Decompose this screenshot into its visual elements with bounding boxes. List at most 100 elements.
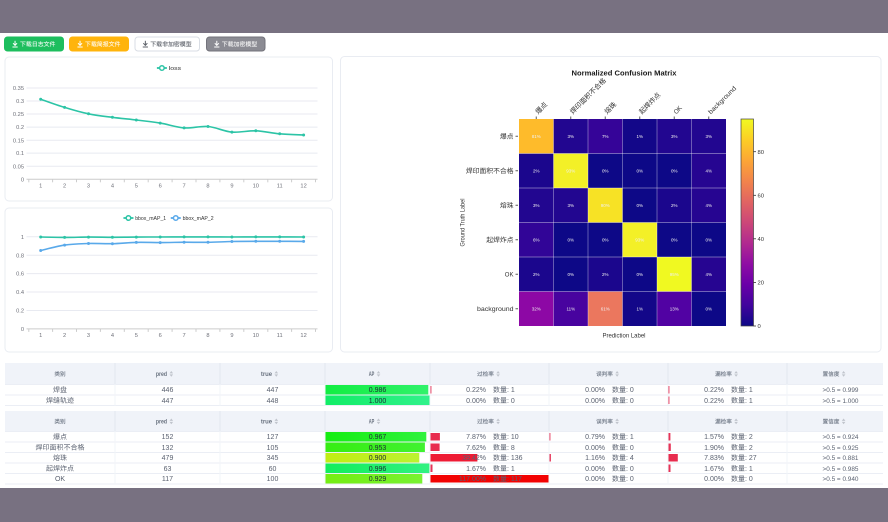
svg-text:>0.5 = 0.940: >0.5 = 0.940	[823, 476, 859, 483]
svg-text:4: 4	[111, 184, 114, 190]
svg-text:1%: 1%	[637, 306, 644, 311]
svg-text:100: 100	[267, 476, 279, 483]
svg-text:0.986: 0.986	[369, 387, 387, 394]
svg-text:6: 6	[159, 333, 162, 339]
svg-text:127: 127	[267, 434, 279, 441]
svg-text:9: 9	[230, 184, 233, 190]
svg-text:0.22%: 0.22%	[466, 387, 486, 394]
svg-text:7.83%: 7.83%	[704, 455, 724, 462]
svg-text:: 0: : 0	[745, 476, 753, 483]
svg-text:pred: pred	[156, 419, 167, 425]
svg-text:0.6: 0.6	[16, 272, 24, 278]
svg-text:: 0: : 0	[626, 476, 634, 483]
svg-text:1.67%: 1.67%	[704, 466, 724, 473]
svg-text:0%: 0%	[568, 237, 575, 242]
svg-text:: 1: : 1	[507, 387, 515, 394]
svg-text:>0.5 = 1.000: >0.5 = 1.000	[823, 398, 859, 405]
svg-text:6: 6	[159, 184, 162, 190]
svg-text:pred: pred	[156, 372, 167, 378]
svg-text:: 4: : 4	[626, 455, 634, 462]
svg-text:2%: 2%	[533, 168, 540, 173]
svg-text:0.953: 0.953	[369, 445, 387, 452]
svg-text:Prediction Label: Prediction Label	[603, 333, 646, 340]
svg-text:63: 63	[164, 466, 172, 473]
svg-text:0.22%: 0.22%	[704, 398, 724, 405]
svg-text:2%: 2%	[671, 203, 678, 208]
svg-text:0: 0	[758, 324, 761, 330]
svg-text:7: 7	[183, 184, 186, 190]
svg-text:0.3: 0.3	[16, 99, 24, 105]
svg-text:1.16%: 1.16%	[585, 455, 605, 462]
svg-text:OK: OK	[505, 272, 514, 279]
svg-text:0%: 0%	[706, 306, 713, 311]
svg-text:: 0: : 0	[626, 398, 634, 405]
svg-text:1: 1	[39, 184, 42, 190]
svg-text:0.05: 0.05	[13, 164, 24, 170]
svg-text:0.00%: 0.00%	[585, 466, 605, 473]
svg-text:80: 80	[758, 150, 764, 156]
svg-text:448: 448	[267, 398, 279, 405]
svg-text:bbox_mAP_2: bbox_mAP_2	[183, 216, 214, 222]
svg-text:2: 2	[63, 333, 66, 339]
svg-text:3%: 3%	[568, 134, 575, 139]
svg-text:0.900: 0.900	[369, 455, 387, 462]
svg-text:: 2: : 2	[745, 434, 753, 441]
svg-text:1.57%: 1.57%	[704, 434, 724, 441]
svg-text:1: 1	[21, 235, 24, 241]
svg-text:447: 447	[267, 387, 279, 394]
svg-text:AP: AP	[369, 419, 375, 425]
svg-text:2%: 2%	[533, 272, 540, 277]
svg-text:0.2: 0.2	[16, 125, 24, 131]
svg-text:: 136: : 136	[507, 455, 523, 462]
svg-text:Ground Truth Label: Ground Truth Label	[460, 199, 467, 247]
svg-text:0.00%: 0.00%	[585, 398, 605, 405]
svg-text:0: 0	[21, 327, 24, 333]
svg-text:loss: loss	[169, 66, 182, 72]
svg-text:OK: OK	[673, 104, 685, 116]
svg-text:0.2: 0.2	[16, 309, 24, 315]
svg-text:93%: 93%	[566, 168, 575, 173]
svg-text:3: 3	[87, 184, 90, 190]
svg-text:0%: 0%	[602, 237, 609, 242]
svg-text:10: 10	[253, 333, 259, 339]
svg-text:479: 479	[162, 455, 174, 462]
svg-text:12: 12	[300, 333, 306, 339]
svg-text:>0.5 = 0.924: >0.5 = 0.924	[823, 434, 859, 441]
svg-text:: 1: : 1	[745, 466, 753, 473]
svg-text:OK: OK	[55, 476, 65, 483]
svg-text:0%: 0%	[568, 272, 575, 277]
svg-text:true: true	[261, 419, 273, 425]
svg-text:>0.5 = 0.999: >0.5 = 0.999	[823, 387, 859, 394]
svg-text:0.35: 0.35	[13, 86, 24, 92]
svg-text:95%: 95%	[670, 272, 679, 277]
svg-text:1.90%: 1.90%	[704, 445, 724, 452]
svg-text:8: 8	[206, 333, 209, 339]
svg-text:32%: 32%	[532, 306, 541, 311]
svg-text:0.79%: 0.79%	[585, 434, 605, 441]
svg-text:4: 4	[111, 333, 114, 339]
svg-text:0.00%: 0.00%	[466, 398, 486, 405]
svg-text:3%: 3%	[568, 203, 575, 208]
svg-text:60: 60	[758, 193, 764, 199]
svg-text:3%: 3%	[671, 134, 678, 139]
svg-text:90%: 90%	[601, 203, 610, 208]
svg-text:: 1: : 1	[626, 434, 634, 441]
svg-text:13%: 13%	[670, 306, 679, 311]
svg-text:0.1: 0.1	[16, 151, 24, 157]
svg-text:5: 5	[135, 184, 138, 190]
svg-text:11: 11	[277, 184, 283, 190]
svg-text:0.929: 0.929	[369, 476, 387, 483]
svg-text:bbox_mAP_1: bbox_mAP_1	[135, 216, 166, 222]
svg-text:132: 132	[162, 445, 174, 452]
svg-text:1.000: 1.000	[369, 398, 387, 405]
svg-text:0%: 0%	[602, 168, 609, 173]
svg-text:0.25: 0.25	[13, 112, 24, 118]
svg-text:: 10: : 10	[507, 434, 519, 441]
svg-text:0%: 0%	[637, 203, 644, 208]
svg-text:39.42%: 39.42%	[462, 455, 486, 462]
svg-text:7%: 7%	[602, 134, 609, 139]
svg-text:0.4: 0.4	[16, 290, 24, 296]
svg-text:: 117: : 117	[507, 476, 522, 483]
svg-text:5: 5	[135, 333, 138, 339]
svg-text:60: 60	[269, 466, 277, 473]
